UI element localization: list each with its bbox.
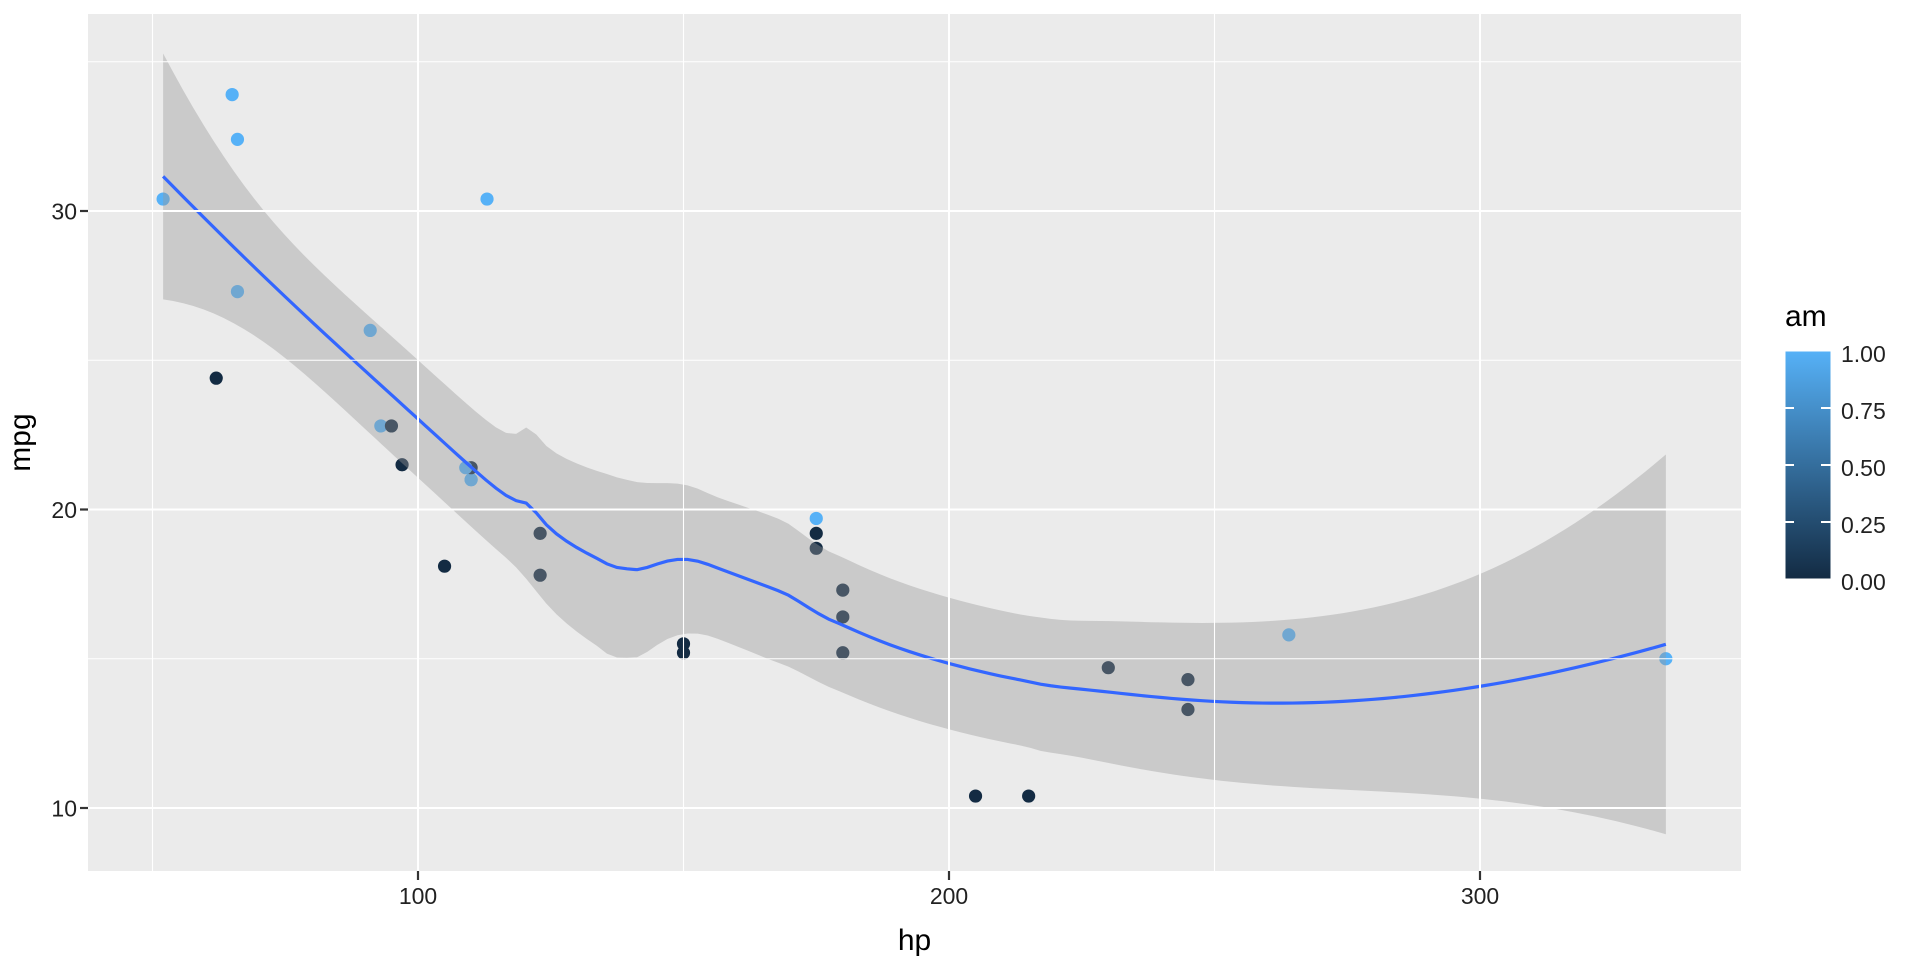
svg-text:30: 30 [51, 199, 77, 225]
svg-text:hp: hp [898, 924, 931, 957]
svg-text:1.00: 1.00 [1841, 341, 1886, 367]
svg-text:0.25: 0.25 [1841, 512, 1886, 538]
svg-text:0.00: 0.00 [1841, 569, 1886, 595]
svg-text:mpg: mpg [4, 413, 37, 471]
svg-text:100: 100 [399, 883, 437, 909]
svg-text:20: 20 [51, 497, 77, 523]
svg-text:am: am [1785, 300, 1827, 333]
svg-text:300: 300 [1461, 883, 1499, 909]
svg-text:0.50: 0.50 [1841, 455, 1886, 481]
svg-text:10: 10 [51, 796, 77, 822]
svg-text:0.75: 0.75 [1841, 398, 1886, 424]
svg-text:200: 200 [930, 883, 968, 909]
